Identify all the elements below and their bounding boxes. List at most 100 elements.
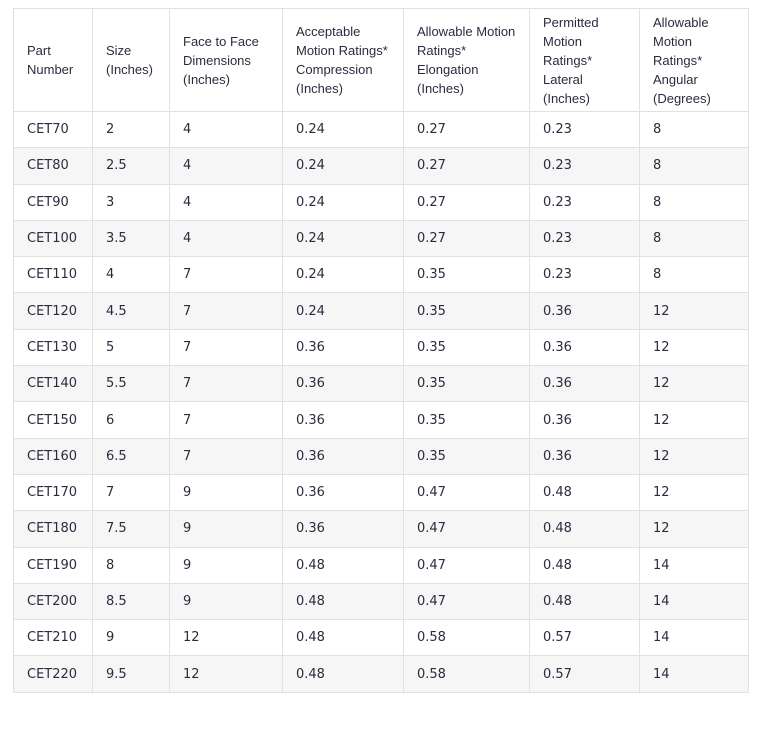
table-cell: 12 (639, 292, 749, 330)
table-cell: 7 (92, 473, 170, 512)
table-cell: CET140 (13, 365, 93, 403)
table-cell: 6.5 (92, 437, 170, 475)
table-cell: 0.47 (403, 546, 530, 584)
table-cell: 8 (639, 183, 749, 221)
table-cell: 9 (92, 619, 170, 657)
table-cell: 0.27 (403, 110, 530, 149)
table-row: CET140 5.5 7 0.36 0.35 0.36 12 (13, 365, 749, 403)
table-cell: 0.35 (403, 292, 530, 330)
table-cell: CET180 (13, 510, 93, 548)
table-cell: 0.23 (529, 147, 640, 185)
table-row: CET210 9 12 0.48 0.58 0.57 14 (13, 619, 749, 657)
table-cell: 3.5 (92, 219, 170, 258)
table-cell: 0.23 (529, 183, 640, 221)
table-cell: 8 (639, 110, 749, 149)
table-cell: 7 (169, 365, 283, 403)
table-cell: 0.24 (282, 147, 404, 185)
table-cell: 0.35 (403, 365, 530, 403)
table-cell: 5 (92, 328, 170, 367)
table-row: CET90 3 4 0.24 0.27 0.23 8 (13, 183, 749, 221)
table-cell: 0.48 (529, 510, 640, 548)
table-cell: 12 (639, 510, 749, 548)
table-cell: 9 (169, 473, 283, 512)
table-cell: CET220 (13, 655, 93, 693)
table-cell: CET100 (13, 219, 93, 258)
table-cell: 0.58 (403, 619, 530, 657)
table-cell: 7 (169, 328, 283, 367)
table-cell: 7.5 (92, 510, 170, 548)
table-cell: 9.5 (92, 655, 170, 693)
table-cell: 7 (169, 401, 283, 439)
table-row: CET190 8 9 0.48 0.47 0.48 14 (13, 546, 749, 584)
table-cell: 0.24 (282, 219, 404, 258)
table-cell: 12 (639, 401, 749, 439)
table-cell: 0.23 (529, 110, 640, 149)
table-cell: 0.36 (282, 401, 404, 439)
column-header-size: Size (Inches) (92, 8, 170, 112)
table-cell: 0.24 (282, 110, 404, 149)
table-cell: 0.24 (282, 256, 404, 294)
table-cell: 0.35 (403, 437, 530, 475)
table-cell: 0.36 (529, 401, 640, 439)
table-cell: 0.47 (403, 582, 530, 621)
table-cell: 0.23 (529, 256, 640, 294)
table-row: CET100 3.5 4 0.24 0.27 0.23 8 (13, 219, 749, 258)
table-cell: 0.24 (282, 183, 404, 221)
table-cell: 12 (639, 365, 749, 403)
table-cell: 0.36 (529, 292, 640, 330)
table-cell: CET200 (13, 582, 93, 621)
table-cell: CET120 (13, 292, 93, 330)
table-cell: 0.35 (403, 256, 530, 294)
table-cell: 9 (169, 546, 283, 584)
table-cell: 8 (639, 147, 749, 185)
table-cell: CET150 (13, 401, 93, 439)
table-cell: 5.5 (92, 365, 170, 403)
table-cell: 12 (169, 619, 283, 657)
table-cell: 9 (169, 510, 283, 548)
table-cell: 14 (639, 619, 749, 657)
table-cell: 2 (92, 110, 170, 149)
table-cell: 4 (169, 183, 283, 221)
table-cell: 0.36 (529, 365, 640, 403)
table-body: CET70 2 4 0.24 0.27 0.23 8 CET80 2.5 4 0.24 0.27 0.2… (13, 110, 749, 693)
table-row: CET80 2.5 4 0.24 0.27 0.23 8 (13, 147, 749, 185)
table-row: CET70 2 4 0.24 0.27 0.23 8 (13, 110, 749, 149)
table-row: CET130 5 7 0.36 0.35 0.36 12 (13, 328, 749, 367)
table-cell: 4 (169, 110, 283, 149)
table-row: CET110 4 7 0.24 0.35 0.23 8 (13, 256, 749, 294)
table-cell: 0.36 (529, 328, 640, 367)
specs-table: Part Number Size (Inches) Face to Face D… (13, 8, 749, 693)
table-cell: 4.5 (92, 292, 170, 330)
table-row: CET200 8.5 9 0.48 0.47 0.48 14 (13, 582, 749, 621)
table-cell: CET210 (13, 619, 93, 657)
table-cell: 6 (92, 401, 170, 439)
table-cell: 4 (169, 219, 283, 258)
table-cell: 0.36 (282, 437, 404, 475)
table-cell: 7 (169, 292, 283, 330)
table-cell: 3 (92, 183, 170, 221)
table-cell: 0.57 (529, 619, 640, 657)
table-cell: 9 (169, 582, 283, 621)
table-cell: CET110 (13, 256, 93, 294)
table-cell: 14 (639, 655, 749, 693)
table-cell: 4 (92, 256, 170, 294)
table-cell: 12 (169, 655, 283, 693)
table-cell: 0.48 (529, 546, 640, 584)
table-cell: 14 (639, 582, 749, 621)
table-cell: CET70 (13, 110, 93, 149)
table-row: CET220 9.5 12 0.48 0.58 0.57 14 (13, 655, 749, 693)
table-cell: 12 (639, 473, 749, 512)
table-cell: CET90 (13, 183, 93, 221)
column-header-part-number: Part Number (13, 8, 93, 112)
table-cell: 0.48 (282, 619, 404, 657)
table-cell: 0.48 (282, 582, 404, 621)
table-cell: 0.36 (529, 437, 640, 475)
table-cell: 0.48 (282, 546, 404, 584)
table-cell: 0.35 (403, 401, 530, 439)
table-cell: 14 (639, 546, 749, 584)
table-cell: CET170 (13, 473, 93, 512)
table-cell: 0.47 (403, 473, 530, 512)
table-row: CET160 6.5 7 0.36 0.35 0.36 12 (13, 437, 749, 475)
column-header-compression: Acceptable Motion Ratings* Compression (… (282, 8, 404, 112)
table-cell: 0.57 (529, 655, 640, 693)
